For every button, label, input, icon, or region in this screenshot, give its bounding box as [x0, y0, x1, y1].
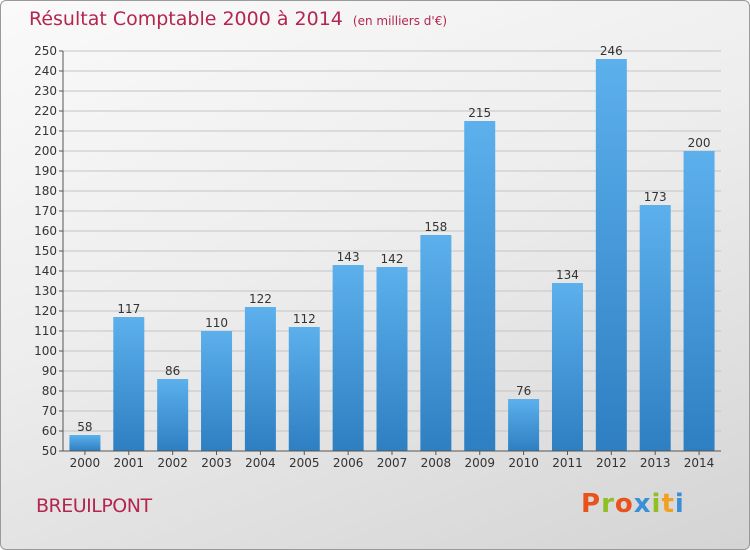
bar: [244, 307, 276, 451]
proxiti-logo: Proxiti: [581, 489, 685, 519]
y-tick-label: 80: [42, 384, 57, 398]
value-label: 76: [516, 384, 531, 398]
bar: [639, 205, 671, 451]
x-tick-label: 2014: [684, 456, 715, 470]
bar: [69, 435, 101, 451]
logo-letter: r: [601, 489, 615, 519]
x-tick-label: 2010: [508, 456, 539, 470]
y-tick-label: 170: [34, 204, 57, 218]
x-tick-label: 2012: [596, 456, 627, 470]
y-tick-label: 150: [34, 244, 57, 258]
value-label: 122: [249, 292, 272, 306]
bar: [113, 317, 145, 451]
x-tick-label: 2002: [157, 456, 188, 470]
bar: [376, 267, 408, 451]
value-label: 142: [381, 252, 404, 266]
x-tick-label: 2011: [552, 456, 583, 470]
y-tick-label: 160: [34, 224, 57, 238]
value-label: 112: [293, 312, 316, 326]
logo-letter: P: [581, 489, 602, 519]
y-tick-label: 110: [34, 324, 57, 338]
bars: [69, 59, 715, 451]
value-label: 143: [337, 250, 360, 264]
logo-letter: i: [674, 489, 685, 519]
chart-title: Résultat Comptable 2000 à 2014 (en millie…: [29, 8, 447, 30]
logo-letter: x: [633, 489, 652, 519]
x-tick-label: 2008: [421, 456, 452, 470]
value-label: 134: [556, 268, 579, 282]
y-tick-label: 70: [42, 404, 57, 418]
value-label: 215: [468, 106, 491, 120]
y-tick-label: 210: [34, 124, 57, 138]
bar: [551, 283, 583, 451]
bar: [464, 121, 496, 451]
y-axis-ticks: 50 60 70 80 90 100 110 120 130 140 150 160 170 180 190…: [34, 44, 63, 458]
x-axis-ticks: 2000 2001 2002 2003 2004 2005 2006 2007 2008 2009…: [70, 451, 715, 470]
bar: [201, 331, 233, 451]
value-label: 200: [688, 136, 711, 150]
value-label: 173: [644, 190, 667, 204]
x-tick-label: 2013: [640, 456, 671, 470]
y-tick-label: 130: [34, 284, 57, 298]
x-tick-label: 2007: [377, 456, 408, 470]
bar: [157, 379, 189, 451]
value-label: 58: [77, 420, 92, 434]
y-tick-label: 200: [34, 144, 57, 158]
value-label: 246: [600, 44, 623, 58]
y-tick-label: 230: [34, 84, 57, 98]
value-label: 117: [117, 302, 140, 316]
x-tick-label: 2000: [70, 456, 101, 470]
y-tick-label: 120: [34, 304, 57, 318]
value-labels: 58 117 86 110 122 112 143 142 158 215 76 134 246 173 2…: [77, 44, 710, 434]
logo-letter: i: [651, 489, 662, 519]
y-tick-label: 240: [34, 64, 57, 78]
y-tick-label: 100: [34, 344, 57, 358]
bar: [288, 327, 320, 451]
x-tick-label: 2003: [201, 456, 232, 470]
y-tick-label: 60: [42, 424, 57, 438]
x-tick-label: 2006: [333, 456, 364, 470]
bar: [595, 59, 627, 451]
x-tick-label: 2005: [289, 456, 320, 470]
value-label: 158: [424, 220, 447, 234]
x-tick-label: 2009: [464, 456, 495, 470]
y-tick-label: 90: [42, 364, 57, 378]
x-tick-label: 2001: [114, 456, 145, 470]
chart-subtitle: (en milliers d'€): [352, 14, 448, 28]
y-tick-label: 50: [42, 444, 57, 458]
bar: [420, 235, 452, 451]
bar: [683, 151, 715, 451]
y-tick-label: 180: [34, 184, 57, 198]
logo-letter: t: [661, 489, 675, 519]
y-tick-label: 250: [34, 44, 57, 58]
y-tick-label: 190: [34, 164, 57, 178]
chart-title-text: Résultat Comptable 2000 à 2014: [29, 8, 343, 30]
bar: [508, 399, 540, 451]
y-tick-label: 220: [34, 104, 57, 118]
commune-name: BREUILPONT: [36, 495, 152, 517]
logo-letter: o: [614, 489, 634, 519]
x-tick-label: 2004: [245, 456, 276, 470]
bar: [332, 265, 364, 451]
y-tick-label: 140: [34, 264, 57, 278]
value-label: 86: [165, 364, 180, 378]
value-label: 110: [205, 316, 228, 330]
